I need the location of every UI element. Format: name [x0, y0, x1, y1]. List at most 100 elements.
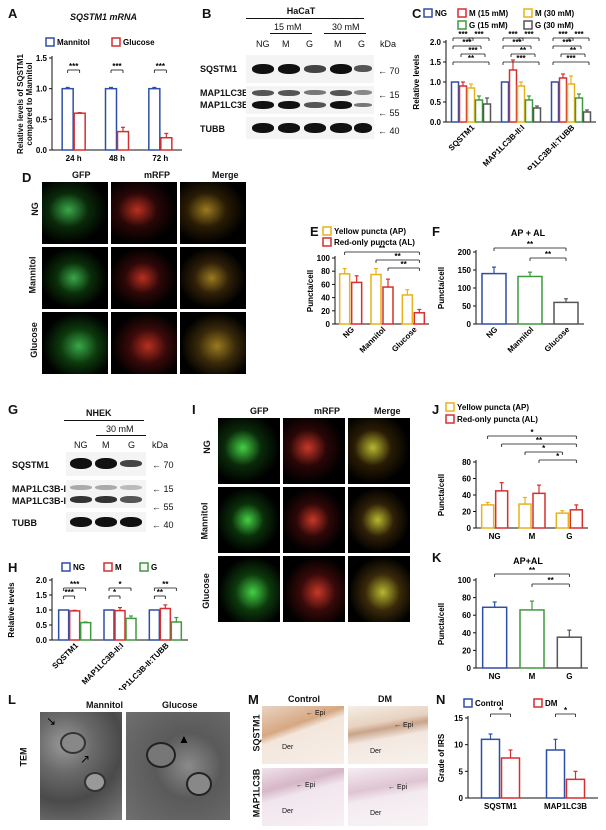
bar	[73, 112, 86, 151]
x-tick-label: Glucose	[390, 325, 419, 354]
panel-l-tem-glucose-image: ▲	[126, 712, 230, 820]
legend-label: M	[115, 563, 122, 572]
sig-label: **	[548, 576, 555, 585]
panel-letter-l: L	[8, 692, 16, 707]
panel-m-der-2: Der	[370, 748, 382, 755]
panel-b-header-line	[246, 18, 364, 19]
panel-d-col-gfp: GFP	[72, 170, 91, 180]
panel-d-micrograph	[42, 182, 108, 244]
sig-label: ***	[112, 62, 122, 71]
panel-m-col-control: Control	[288, 694, 320, 704]
panel-g-kda: kDa	[152, 440, 169, 450]
y-tick-label: 1.5	[36, 54, 48, 63]
panel-i-micrograph	[348, 556, 410, 622]
bar	[550, 81, 560, 123]
panel-m-epi-4: ← Epi	[388, 784, 408, 791]
legend-swatch	[457, 20, 467, 30]
panel-d-micrograph	[111, 247, 177, 309]
x-tick-label: Mannitol	[506, 325, 536, 355]
panel-b-dose-15-line	[270, 33, 312, 34]
sig-label: **	[395, 252, 402, 261]
panel-letter-e: E	[310, 224, 319, 239]
sig-label: *	[499, 706, 503, 715]
panel-i-micrograph	[283, 556, 345, 622]
bar	[524, 99, 534, 123]
panel-letter-c: C	[412, 6, 422, 21]
panel-l-row-tem: TEM	[18, 747, 29, 767]
x-tick-label: G	[566, 532, 572, 541]
panel-i-row-ng: NG	[201, 440, 212, 454]
y-tick-label: 2.0	[36, 576, 48, 585]
x-tick-label: MAP1LC3B-II:I	[80, 641, 125, 686]
x-tick-label: G	[566, 672, 572, 681]
x-tick-label: M	[529, 672, 536, 681]
sig-label: ***	[574, 30, 584, 39]
y-tick-label: 20	[462, 508, 471, 517]
x-tick-label: 24 h	[66, 154, 82, 163]
y-axis-label: Puncta/cell	[437, 474, 446, 516]
x-tick-label: 48 h	[109, 154, 125, 163]
legend-swatch	[445, 414, 455, 424]
x-tick-label: NG	[489, 532, 501, 541]
sig-label: ***	[458, 30, 468, 39]
sig-label: ***	[69, 62, 79, 71]
panel-g-row-tubb: TUBB	[12, 518, 37, 528]
bar	[516, 85, 526, 123]
bar	[159, 607, 172, 641]
panel-j-chart: Yellow puncta (AP) Red-only puncta (AL) 0 2…	[437, 402, 588, 541]
bar	[481, 272, 507, 325]
y-axis-label: Relative levels	[7, 582, 16, 638]
y-tick-label: 0	[467, 320, 472, 329]
panel-g-lane-g: G	[128, 440, 136, 450]
x-tick-label: NG	[341, 325, 356, 340]
y-tick-label: 1.0	[36, 606, 48, 615]
panel-n-chart: Control DM 0 5 10 15 Grade of IRS SQSTM1 MAP1LC3…	[437, 698, 598, 811]
y-tick-label: 0.0	[36, 146, 48, 155]
panel-g-marker-15: ← 15	[152, 484, 174, 494]
panel-d-micrograph	[180, 182, 246, 244]
panel-letter-i: I	[192, 402, 196, 417]
panel-i-micrograph	[348, 418, 410, 484]
legend-swatch	[111, 37, 121, 47]
sig-label: ***	[64, 588, 74, 597]
y-tick-label: 0.5	[36, 115, 48, 124]
legend-label: G	[151, 563, 157, 572]
panel-m-epi-2-text: Epi	[402, 722, 414, 729]
legend-label: G (15 mM)	[469, 21, 508, 30]
sig-label: ***	[512, 38, 522, 47]
panel-b-marker-55-text: 55	[389, 108, 400, 118]
y-tick-label: 100	[458, 576, 472, 585]
bar	[57, 609, 70, 641]
sig-label: **	[162, 580, 169, 589]
panel-b-lane-ng: NG	[256, 39, 270, 49]
panel-d-col-merge: Merge	[212, 170, 239, 180]
legend-label: Red-only puncta (AL)	[457, 415, 538, 424]
y-tick-label: 0	[467, 664, 472, 673]
y-tick-label: 80	[321, 267, 330, 276]
bar	[553, 301, 579, 325]
bar	[160, 136, 173, 151]
y-axis-label: Puncta/cell	[306, 270, 315, 312]
panel-letter-j: J	[432, 402, 440, 417]
panel-m-ihc-sqstm1-control: ← Epi Der	[262, 706, 344, 764]
y-tick-label: 1.5	[430, 58, 442, 67]
legend-swatch	[322, 237, 332, 247]
sig-label: ***	[508, 30, 518, 39]
bar	[481, 606, 508, 669]
panel-l-col-mannitol: Mannitol	[86, 700, 123, 710]
x-tick-label: SQSTM1	[50, 641, 80, 671]
panel-b-marker-55: ← 55	[378, 108, 400, 118]
y-tick-label: 150	[458, 266, 472, 275]
legend-swatch	[445, 402, 455, 412]
panel-b-dose-15: 15 mM	[274, 22, 302, 32]
bar	[413, 312, 426, 325]
bar	[500, 81, 510, 123]
legend-swatch	[523, 20, 533, 30]
sig-label: *	[530, 428, 534, 437]
legend-label: NG	[435, 9, 447, 18]
y-tick-label: 50	[462, 302, 471, 311]
legend-swatch	[423, 8, 433, 18]
panel-m-epi-3: ← Epi	[296, 782, 316, 789]
panel-g-dose-line	[96, 435, 146, 436]
panel-b-kda: kDa	[380, 39, 397, 49]
